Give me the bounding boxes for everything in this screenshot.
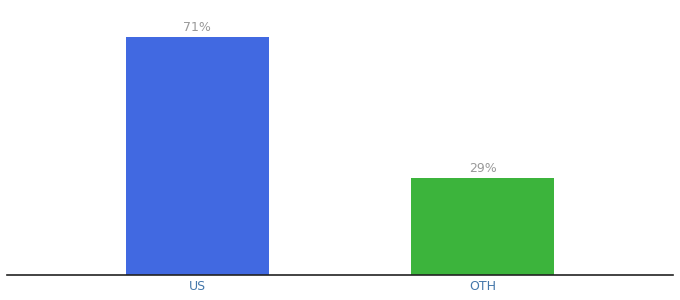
- Text: 71%: 71%: [184, 21, 211, 34]
- Text: 29%: 29%: [469, 162, 496, 175]
- Bar: [126, 37, 269, 275]
- Bar: [411, 178, 554, 275]
